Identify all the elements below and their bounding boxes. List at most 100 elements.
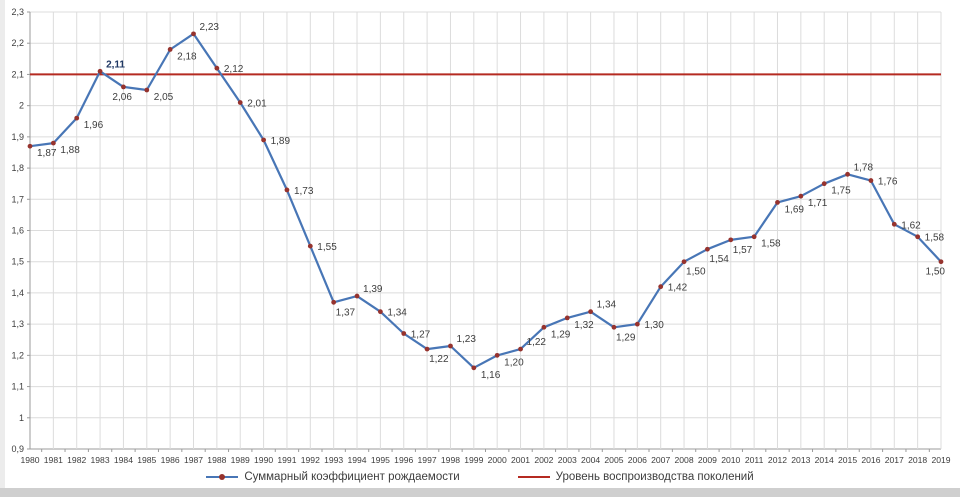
- data-point-marker: [938, 259, 944, 265]
- data-point-label: 2,11: [106, 59, 125, 70]
- x-axis-tick-label: 1988: [207, 455, 226, 465]
- x-axis-tick-label: 2007: [651, 455, 670, 465]
- x-axis-tick-label: 2005: [604, 455, 623, 465]
- x-axis-tick-label: 2011: [745, 455, 764, 465]
- x-axis-tick-label: 1999: [464, 455, 483, 465]
- data-point-marker: [541, 324, 547, 330]
- y-axis-tick-label: 2,2: [11, 38, 24, 48]
- data-point-marker: [144, 87, 150, 93]
- x-axis-tick-label: 2008: [674, 455, 693, 465]
- data-point-marker: [50, 140, 56, 146]
- x-axis-tick-label: 2016: [861, 455, 880, 465]
- x-axis-tick-label: 2015: [838, 455, 857, 465]
- data-point-label: 2,23: [200, 22, 220, 33]
- y-axis-tick-label: 1,7: [11, 194, 24, 204]
- data-point-marker: [471, 365, 477, 371]
- data-point-label: 1,89: [271, 136, 291, 147]
- data-point-label: 1,57: [733, 245, 753, 256]
- x-axis-tick-label: 2013: [791, 455, 810, 465]
- chart-legend: Суммарный коэффициент рождаемости Уровен…: [0, 468, 960, 486]
- data-point-label: 2,05: [154, 92, 174, 103]
- x-axis-tick-label: 1987: [184, 455, 203, 465]
- marker-dot-icon: [219, 474, 226, 480]
- data-point-label: 1,50: [686, 267, 706, 278]
- data-point-marker: [237, 100, 243, 105]
- data-point-label: 1,75: [831, 186, 851, 197]
- data-point-marker: [494, 352, 500, 358]
- x-axis-tick-label: 2000: [488, 455, 507, 465]
- data-point-label: 1,78: [854, 162, 874, 173]
- data-point-marker: [74, 115, 80, 121]
- data-point-label: 2,18: [177, 51, 197, 62]
- legend-item-fertility-series: Суммарный коэффициент рождаемости: [206, 471, 460, 483]
- data-point-marker: [214, 65, 220, 71]
- x-axis-tick-label: 1989: [231, 455, 250, 465]
- x-axis-tick-label: 2018: [908, 455, 927, 465]
- fertility-series-line: [28, 32, 943, 369]
- data-point-marker: [868, 178, 874, 183]
- x-axis-tick-label: 1995: [371, 455, 390, 465]
- y-axis-tick-label: 0,9: [11, 444, 24, 454]
- data-point-label: 1,87: [37, 148, 57, 159]
- window-left-edge: [0, 0, 5, 497]
- y-axis-tick-label: 1,1: [11, 382, 24, 392]
- data-point-marker: [891, 221, 897, 227]
- data-point-label: 1,34: [387, 308, 407, 319]
- data-point-marker: [798, 193, 804, 199]
- data-point-label: 1,39: [363, 284, 383, 295]
- y-axis-tick-label: 1,2: [11, 350, 24, 360]
- x-axis-tick-label: 1984: [114, 455, 133, 465]
- y-axis-tick-label: 1,9: [11, 132, 24, 142]
- data-point-label: 1,62: [901, 220, 921, 231]
- x-axis-tick-label: 1990: [254, 455, 273, 465]
- data-point-marker: [191, 31, 196, 37]
- y-axis-tick-label: 1: [19, 413, 24, 423]
- data-point-label: 1,32: [574, 320, 594, 331]
- x-axis-tick-label: 1991: [277, 455, 296, 465]
- data-point-label: 1,71: [808, 198, 828, 209]
- line-legend-icon: [517, 476, 550, 478]
- y-axis-tick-label: 2,3: [11, 7, 24, 17]
- data-point-label: 1,22: [429, 354, 449, 365]
- y-axis-tick-label: 2: [19, 101, 24, 111]
- data-point-marker: [448, 343, 453, 349]
- x-axis-tick-label: 1983: [91, 455, 110, 465]
- y-axis-tick-label: 1,3: [11, 319, 24, 329]
- data-point-label: 1,37: [336, 307, 356, 318]
- x-axis-tick-label: 2003: [558, 455, 577, 465]
- data-point-label: 1,50: [926, 267, 946, 278]
- x-axis-tick-label: 2010: [721, 455, 740, 465]
- data-point-marker: [284, 187, 290, 193]
- legend-label-replacement: Уровень воспроизводства поколений: [555, 471, 754, 483]
- data-point-label: 1,58: [925, 233, 945, 244]
- data-point-label: 1,29: [616, 332, 636, 343]
- data-point-marker: [611, 324, 617, 330]
- line-with-dot-legend-icon: [206, 474, 239, 480]
- data-point-marker: [658, 284, 664, 290]
- legend-label-fertility: Суммарный коэффициент рождаемости: [244, 471, 460, 483]
- y-axis-tick-label: 1,4: [11, 288, 24, 298]
- data-point-label: 1,58: [761, 239, 781, 250]
- data-point-marker: [915, 234, 921, 240]
- data-point-marker: [331, 299, 337, 305]
- data-point-marker: [588, 309, 594, 315]
- data-point-marker: [97, 68, 103, 74]
- data-point-marker: [121, 84, 126, 90]
- x-axis-tick-label: 2014: [815, 455, 834, 465]
- x-axis-tick-label: 2012: [768, 455, 787, 465]
- x-axis-tick-label: 1986: [161, 455, 180, 465]
- data-point-label: 2,01: [247, 99, 267, 110]
- data-point-label: 1,29: [551, 329, 571, 340]
- data-point-marker: [564, 315, 570, 321]
- data-point-label: 1,22: [527, 337, 547, 348]
- data-point-marker: [307, 243, 313, 249]
- data-point-marker: [728, 237, 734, 243]
- x-axis-tick-label: 1981: [44, 455, 63, 465]
- x-axis-tick-label: 2019: [931, 455, 950, 465]
- data-point-label: 1,54: [709, 254, 729, 265]
- data-point-label: 1,55: [317, 242, 337, 253]
- x-axis-tick-label: 1980: [20, 455, 39, 465]
- data-point-marker: [401, 331, 407, 336]
- x-axis-tick-label: 1982: [67, 455, 86, 465]
- data-point-label: 1,30: [644, 320, 664, 331]
